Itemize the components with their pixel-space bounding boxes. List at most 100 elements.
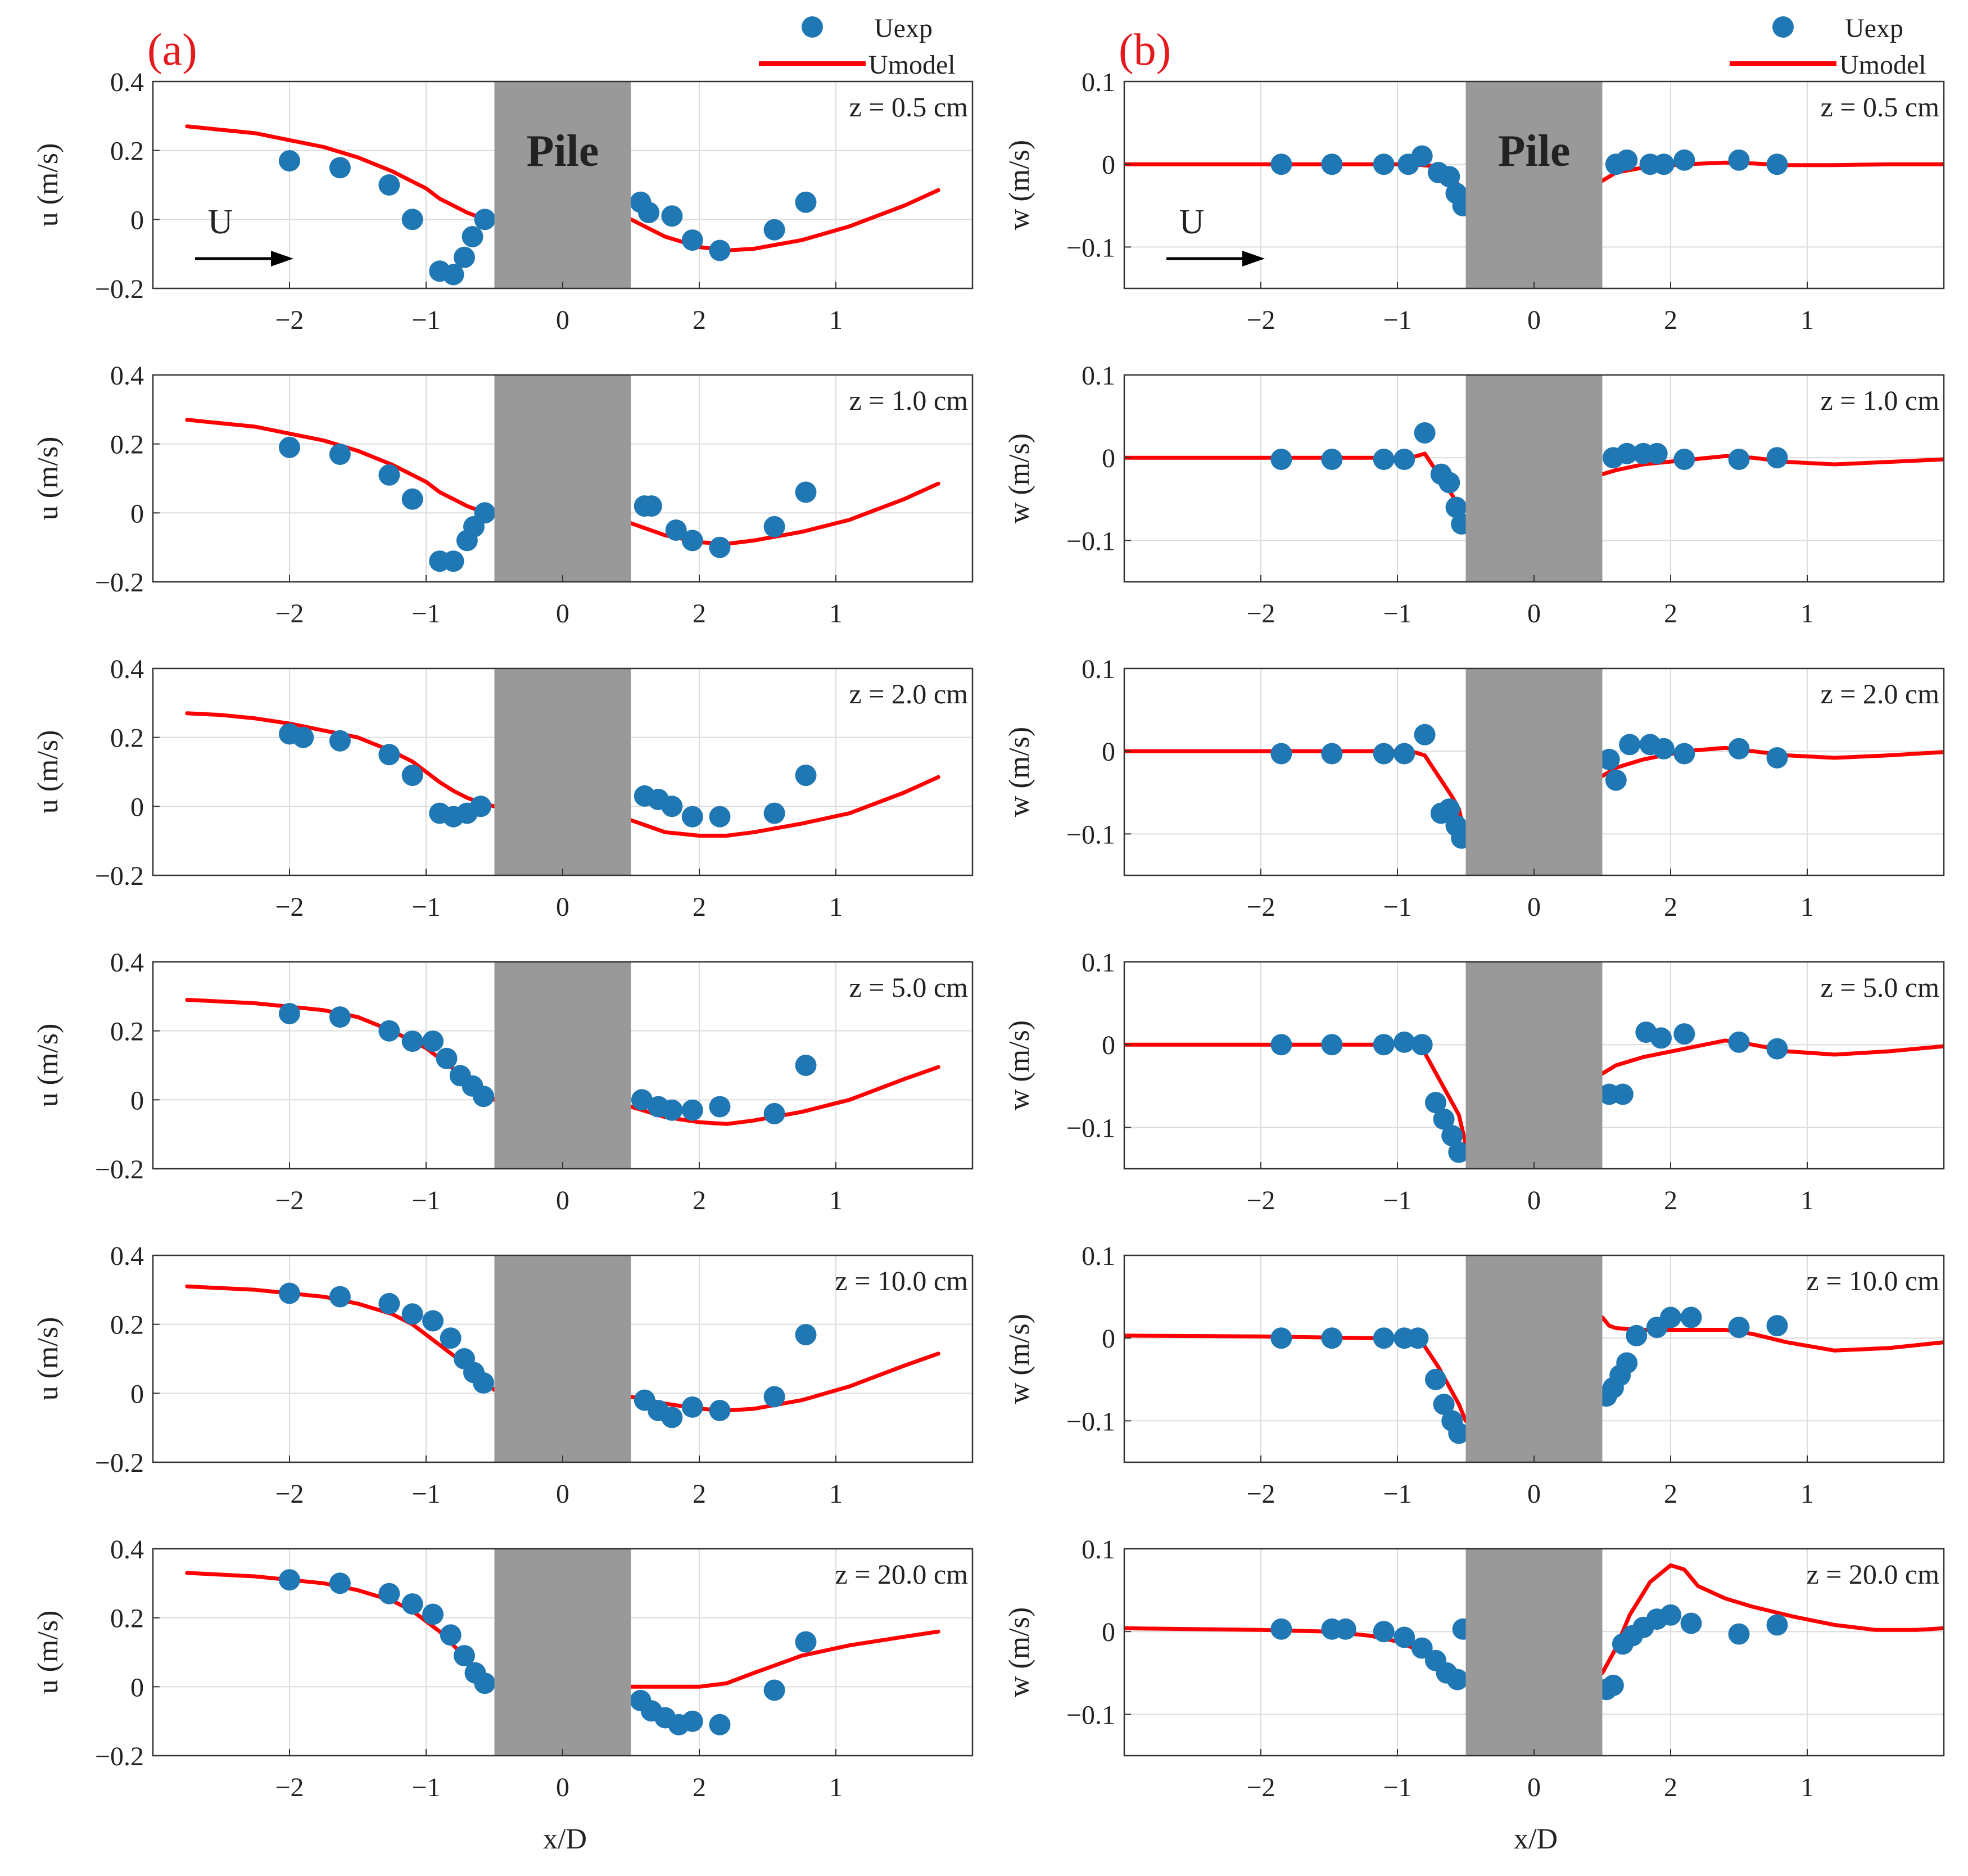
exp-point: [1660, 1604, 1681, 1626]
exp-point: [1446, 1669, 1468, 1690]
exp-point: [279, 1003, 300, 1024]
pile-label: Pile: [1498, 126, 1571, 176]
exp-point: [1673, 1023, 1695, 1045]
y-axis-label: u (m/s): [32, 1611, 64, 1694]
exp-point: [470, 795, 492, 817]
exp-point: [401, 1030, 423, 1052]
x-tick-label: 0: [1527, 599, 1541, 629]
y-tick-label: −0.2: [95, 274, 144, 304]
x-tick-label: −2: [275, 1773, 304, 1802]
exp-point: [1441, 1125, 1463, 1147]
exp-point: [1270, 1618, 1292, 1640]
y-tick-label: 0: [130, 499, 144, 528]
exp-point: [1394, 1031, 1415, 1053]
exp-point: [378, 744, 400, 766]
y-axis-label: w (m/s): [1003, 140, 1035, 230]
exp-point: [638, 202, 660, 224]
exp-point: [1321, 449, 1343, 471]
pile-block: [494, 1549, 631, 1756]
exp-point: [709, 1400, 731, 1421]
y-tick-label: −0.2: [95, 1155, 144, 1185]
exp-point: [1414, 724, 1436, 745]
y-tick-label: 0.1: [1082, 654, 1115, 684]
pile-block: [1465, 1549, 1603, 1756]
x-tick-label: −2: [1246, 1186, 1275, 1215]
exp-point: [1394, 449, 1415, 471]
exp-point: [1373, 1034, 1395, 1056]
x-tick-label: 1: [829, 1773, 843, 1802]
exp-point: [1270, 743, 1292, 765]
x-tick-label: 0: [1527, 1479, 1541, 1509]
exp-point: [1433, 1108, 1455, 1130]
x-tick-label: 0: [1527, 305, 1541, 335]
x-tick-label: −1: [411, 1479, 440, 1509]
z-level-label: z = 20.0 cm: [835, 1558, 969, 1590]
exp-point: [763, 1102, 785, 1124]
exp-point: [681, 1099, 703, 1121]
y-tick-label: 0: [1102, 1324, 1115, 1354]
y-axis-label: u (m/s): [32, 730, 64, 814]
y-tick-label: 0.1: [1082, 361, 1115, 391]
exp-point: [1673, 743, 1695, 765]
y-tick-label: 0.4: [110, 654, 144, 684]
exp-point: [709, 806, 731, 828]
exp-point: [474, 209, 496, 230]
exp-point: [1373, 743, 1395, 765]
exp-point: [1373, 153, 1395, 175]
x-tick-label: 2: [693, 305, 706, 335]
x-tick-label: 2: [1664, 1186, 1677, 1215]
legend-a: Uexp Umodel: [759, 13, 956, 80]
exp-point: [1411, 1637, 1433, 1659]
exp-point: [1373, 1621, 1395, 1643]
y-tick-label: −0.2: [95, 1742, 144, 1771]
model-curve-downstream: [629, 188, 940, 252]
x-axis-label-a: x/D: [543, 1823, 587, 1855]
exp-point: [1411, 1034, 1433, 1056]
y-tick-label: 0.4: [110, 361, 144, 391]
exp-point: [401, 209, 423, 230]
pile-block: [494, 82, 631, 288]
subplot: −2 −1 0 2 1 −0.2 0 0.2 0.4 u (m/s) z = 1.0 cm: [32, 361, 974, 629]
exp-point: [709, 536, 731, 558]
z-level-label: z = 1.0 cm: [849, 385, 969, 416]
z-level-label: z = 2.0 cm: [1821, 678, 1940, 709]
exp-point: [681, 530, 703, 552]
subplot: −2 −1 0 2 1 −0.1 0 0.1 w (m/s) z = 5.0 cm: [1003, 948, 1945, 1215]
exp-point: [1438, 472, 1460, 494]
y-tick-label: −0.1: [1066, 233, 1115, 263]
x-tick-label: 0: [556, 305, 569, 335]
x-tick-label: 1: [1800, 1479, 1814, 1509]
exp-point: [709, 239, 731, 261]
model-curve-upstream: [185, 711, 496, 808]
exp-point: [1766, 153, 1788, 175]
y-tick-label: −0.1: [1066, 1113, 1115, 1143]
legend-b: Uexp Umodel: [1730, 13, 1926, 80]
exp-point: [795, 481, 817, 503]
exp-point: [1616, 442, 1638, 464]
z-level-label: z = 0.5 cm: [1821, 91, 1940, 123]
exp-point: [1334, 1618, 1356, 1640]
x-tick-label: 0: [556, 1186, 569, 1215]
y-axis-label: u (m/s): [32, 437, 64, 521]
pile-block: [1465, 1255, 1603, 1462]
plot-data: [185, 711, 940, 838]
x-tick-label: 0: [556, 892, 569, 922]
x-tick-label: −1: [1383, 1186, 1411, 1215]
x-tick-label: 1: [829, 599, 843, 629]
z-level-label: z = 5.0 cm: [849, 971, 969, 1003]
exp-point: [1766, 1614, 1788, 1636]
subplot: −2 −1 0 2 1 −0.2 0 0.2 0.4 u (m/s) z = 5.0 cm: [32, 948, 974, 1215]
x-tick-label: −2: [1246, 305, 1275, 335]
exp-point: [462, 226, 483, 247]
flow-arrow-head: [271, 251, 293, 266]
y-axis-label: w (m/s): [1003, 1314, 1035, 1404]
exp-point: [1433, 1394, 1455, 1415]
y-tick-label: 0: [130, 1086, 144, 1115]
x-tick-label: 2: [693, 599, 706, 629]
plot-data: [1124, 724, 1944, 849]
exp-point: [1445, 496, 1467, 518]
exp-point: [763, 219, 785, 241]
exp-point: [279, 436, 300, 458]
exp-point: [1448, 1422, 1470, 1444]
exp-point: [763, 1386, 785, 1408]
